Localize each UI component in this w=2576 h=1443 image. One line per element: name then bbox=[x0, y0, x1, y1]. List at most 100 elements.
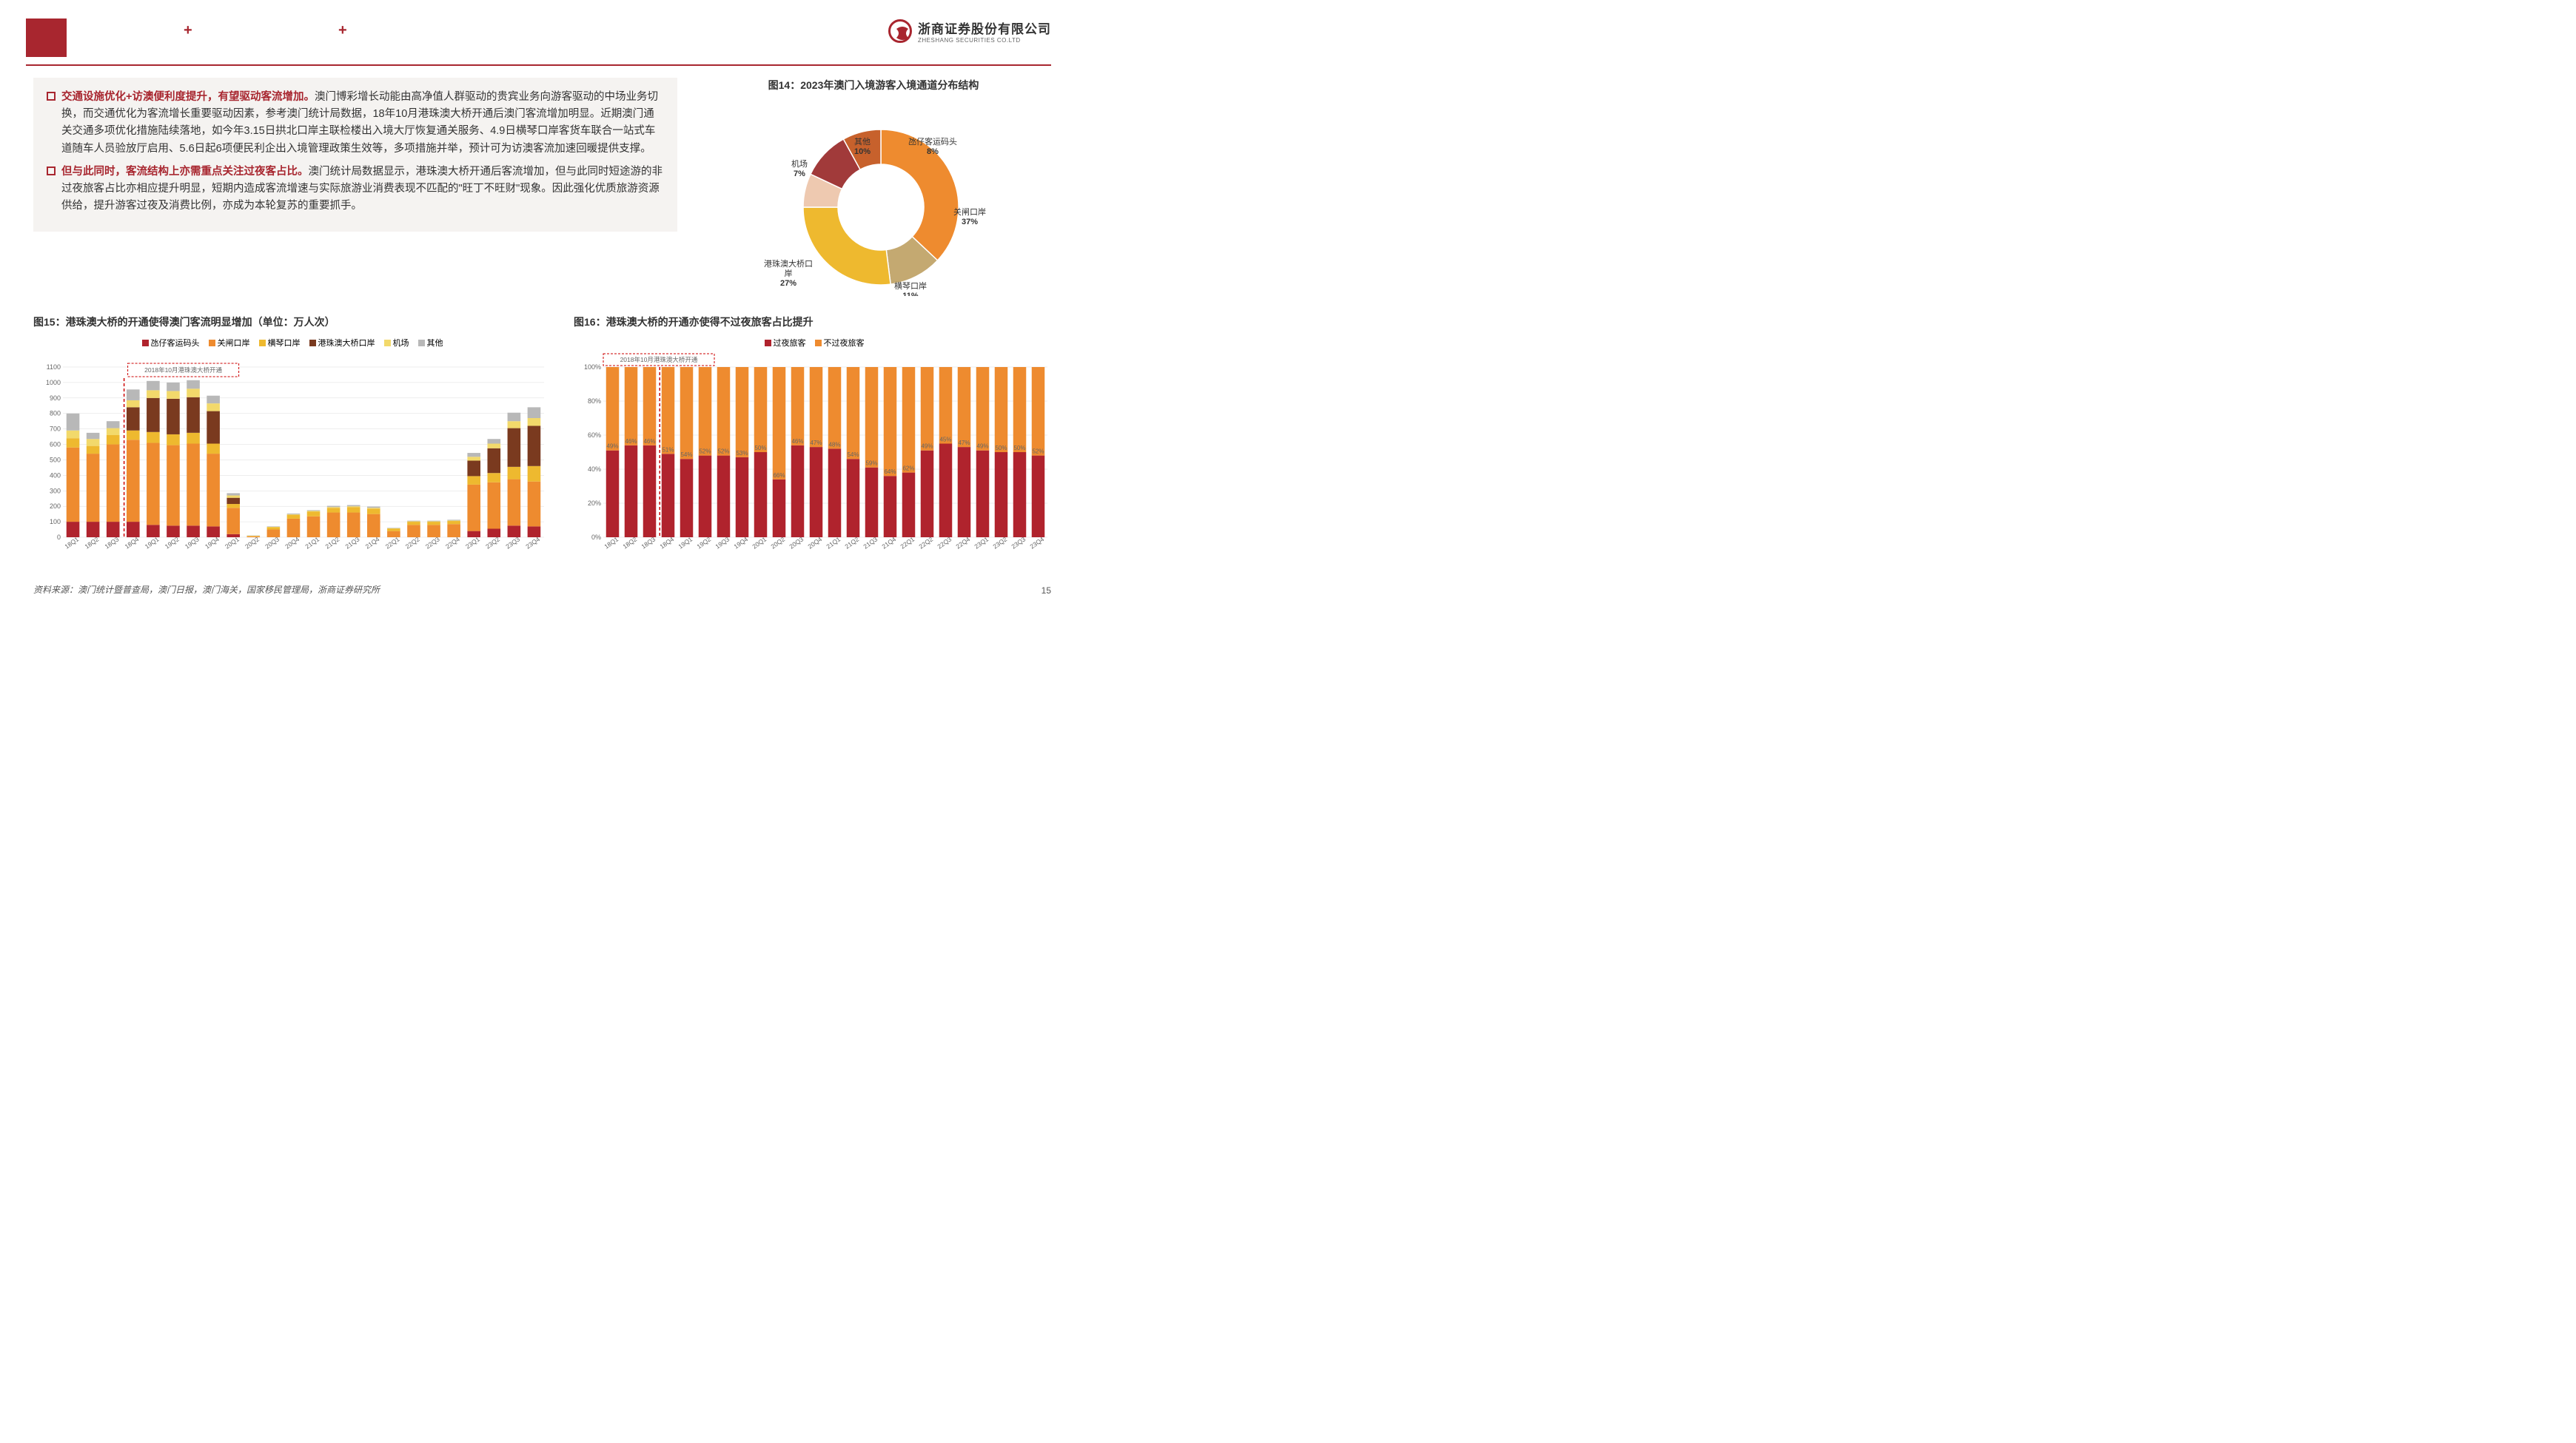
svg-text:19Q2: 19Q2 bbox=[164, 535, 181, 550]
company-name-cn: 浙商证券股份有限公司 bbox=[918, 18, 1051, 37]
legend-item: 过夜旅客 bbox=[765, 337, 806, 349]
svg-text:100%: 100% bbox=[584, 363, 601, 371]
svg-text:18Q1: 18Q1 bbox=[603, 535, 620, 550]
figure-15-barchart: 图15：港珠澳大桥的开通使得澳门客流明显增加（单位：万人次） 氹仔客运码头 关闸口… bbox=[33, 314, 551, 571]
svg-text:18Q3: 18Q3 bbox=[104, 535, 121, 550]
svg-text:23Q4: 23Q4 bbox=[524, 535, 541, 550]
svg-text:23Q1: 23Q1 bbox=[464, 535, 481, 550]
fig14-title: 图14：2023年澳门入境游客入境通道分布结构 bbox=[700, 78, 1047, 92]
company-logo: 浙商证券股份有限公司 ZHESHANG SECURITIES CO.LTD bbox=[888, 18, 1051, 44]
svg-text:23Q3: 23Q3 bbox=[504, 535, 521, 550]
svg-text:80%: 80% bbox=[588, 397, 601, 405]
svg-text:20Q2: 20Q2 bbox=[769, 535, 786, 550]
svg-text:20Q1: 20Q1 bbox=[224, 535, 241, 550]
svg-text:1000: 1000 bbox=[46, 379, 61, 386]
svg-text:22Q4: 22Q4 bbox=[444, 535, 461, 550]
svg-text:18Q4: 18Q4 bbox=[124, 535, 141, 550]
legend-color-icon bbox=[309, 340, 316, 346]
svg-text:48%: 48% bbox=[828, 441, 840, 448]
svg-text:18Q4: 18Q4 bbox=[658, 535, 675, 550]
bullet-square-icon bbox=[47, 166, 56, 175]
bullet-text: 但与此同时，客流结构上亦需重点关注过夜客占比。澳门统计局数据显示，港珠澳大桥开通… bbox=[61, 164, 664, 215]
svg-text:59%: 59% bbox=[865, 460, 877, 467]
svg-text:37%: 37% bbox=[962, 218, 978, 226]
svg-text:49%: 49% bbox=[976, 443, 988, 450]
bullet-item: 但与此同时，客流结构上亦需重点关注过夜客占比。澳门统计局数据显示，港珠澳大桥开通… bbox=[47, 164, 664, 215]
fig15-svg: 01002003004005006007008009001000110018Q1… bbox=[33, 352, 551, 567]
svg-text:62%: 62% bbox=[902, 465, 914, 472]
svg-text:8%: 8% bbox=[927, 147, 939, 156]
fig16-title: 图16：港珠澳大桥的开通亦使得不过夜旅客占比提升 bbox=[574, 314, 1055, 329]
svg-text:20Q2: 20Q2 bbox=[244, 535, 261, 550]
fig16-legend: 过夜旅客 不过夜旅客 bbox=[574, 337, 1055, 349]
legend-item: 不过夜旅客 bbox=[815, 337, 865, 349]
svg-text:20Q3: 20Q3 bbox=[788, 535, 805, 550]
legend-color-icon bbox=[418, 340, 425, 346]
svg-text:53%: 53% bbox=[736, 450, 748, 457]
svg-text:19Q3: 19Q3 bbox=[714, 535, 731, 550]
svg-text:19Q4: 19Q4 bbox=[732, 535, 749, 550]
svg-text:21Q3: 21Q3 bbox=[862, 535, 879, 550]
legend-color-icon bbox=[209, 340, 215, 346]
svg-text:22Q3: 22Q3 bbox=[936, 535, 953, 550]
svg-text:1100: 1100 bbox=[47, 363, 61, 371]
bullet-square-icon bbox=[47, 92, 56, 101]
legend-label: 不过夜旅客 bbox=[824, 337, 865, 349]
svg-text:51%: 51% bbox=[662, 446, 674, 453]
plus-decor-1: + bbox=[184, 22, 192, 39]
legend-color-icon bbox=[765, 340, 771, 346]
legend-label: 氹仔客运码头 bbox=[151, 337, 200, 349]
svg-text:46%: 46% bbox=[643, 438, 655, 445]
svg-text:岸: 岸 bbox=[785, 269, 793, 278]
svg-text:21Q3: 21Q3 bbox=[344, 535, 361, 550]
svg-text:400: 400 bbox=[50, 471, 61, 479]
svg-text:其他: 其他 bbox=[854, 137, 871, 147]
svg-text:关闸口岸: 关闸口岸 bbox=[953, 206, 986, 217]
svg-text:21Q4: 21Q4 bbox=[364, 535, 381, 550]
svg-text:100: 100 bbox=[50, 518, 61, 525]
svg-text:500: 500 bbox=[50, 456, 61, 463]
svg-text:10%: 10% bbox=[854, 147, 871, 156]
svg-text:18Q2: 18Q2 bbox=[621, 535, 638, 550]
svg-text:21Q1: 21Q1 bbox=[303, 535, 321, 550]
svg-text:21Q2: 21Q2 bbox=[843, 535, 860, 550]
svg-text:0%: 0% bbox=[591, 534, 601, 541]
fig15-title: 图15：港珠澳大桥的开通使得澳门客流明显增加（单位：万人次） bbox=[33, 314, 551, 329]
svg-text:54%: 54% bbox=[847, 451, 859, 458]
slide-header: + + 浙商证券股份有限公司 ZHESHANG SECURITIES CO.LT… bbox=[0, 0, 1073, 70]
legend-item: 关闸口岸 bbox=[209, 337, 250, 349]
svg-text:19Q3: 19Q3 bbox=[184, 535, 201, 550]
text-block: 交通设施优化+访澳便利度提升，有望驱动客流增加。澳门博彩增长动能由高净值人群驱动… bbox=[33, 78, 677, 232]
legend-label: 其他 bbox=[427, 337, 443, 349]
svg-text:200: 200 bbox=[50, 502, 61, 510]
svg-text:20Q3: 20Q3 bbox=[264, 535, 281, 550]
donut-chart: 关闸口岸37%横琴口岸11%港珠澳大桥口岸27%机场7%其他10%氹仔客运码头8… bbox=[733, 104, 1014, 296]
source-text: 资料来源：澳门统计暨普查局，澳门日报，澳门海关，国家移民管理局，浙商证券研究所 bbox=[33, 583, 380, 596]
svg-text:22Q1: 22Q1 bbox=[899, 535, 916, 550]
svg-text:50%: 50% bbox=[754, 445, 766, 451]
svg-text:47%: 47% bbox=[958, 440, 970, 446]
svg-text:54%: 54% bbox=[680, 451, 692, 458]
svg-text:21Q4: 21Q4 bbox=[880, 535, 897, 550]
svg-text:19Q4: 19Q4 bbox=[204, 535, 221, 550]
svg-text:600: 600 bbox=[50, 441, 61, 448]
svg-text:18Q3: 18Q3 bbox=[640, 535, 657, 550]
svg-text:52%: 52% bbox=[699, 448, 711, 455]
fig16-svg: 0%20%40%60%80%100%49%18Q146%18Q246%18Q35… bbox=[574, 352, 1055, 567]
svg-text:49%: 49% bbox=[921, 443, 933, 450]
svg-text:22Q2: 22Q2 bbox=[404, 535, 421, 550]
bullet-item: 交通设施优化+访澳便利度提升，有望驱动客流增加。澳门博彩增长动能由高净值人群驱动… bbox=[47, 89, 664, 158]
header-red-line bbox=[26, 64, 1051, 66]
legend-item: 其他 bbox=[418, 337, 443, 349]
page-number: 15 bbox=[1042, 585, 1051, 596]
svg-text:2018年10月港珠澳大桥开通: 2018年10月港珠澳大桥开通 bbox=[144, 366, 222, 374]
legend-item: 氹仔客运码头 bbox=[142, 337, 200, 349]
svg-text:20Q4: 20Q4 bbox=[284, 535, 301, 550]
svg-text:46%: 46% bbox=[625, 438, 637, 445]
legend-label: 关闸口岸 bbox=[218, 337, 250, 349]
svg-text:23Q2: 23Q2 bbox=[484, 535, 501, 550]
svg-text:300: 300 bbox=[50, 487, 61, 494]
svg-text:60%: 60% bbox=[588, 431, 601, 439]
figure-16-barchart: 图16：港珠澳大桥的开通亦使得不过夜旅客占比提升 过夜旅客不过夜旅客 0%20%… bbox=[574, 314, 1055, 571]
svg-text:港珠澳大桥口: 港珠澳大桥口 bbox=[764, 258, 813, 269]
